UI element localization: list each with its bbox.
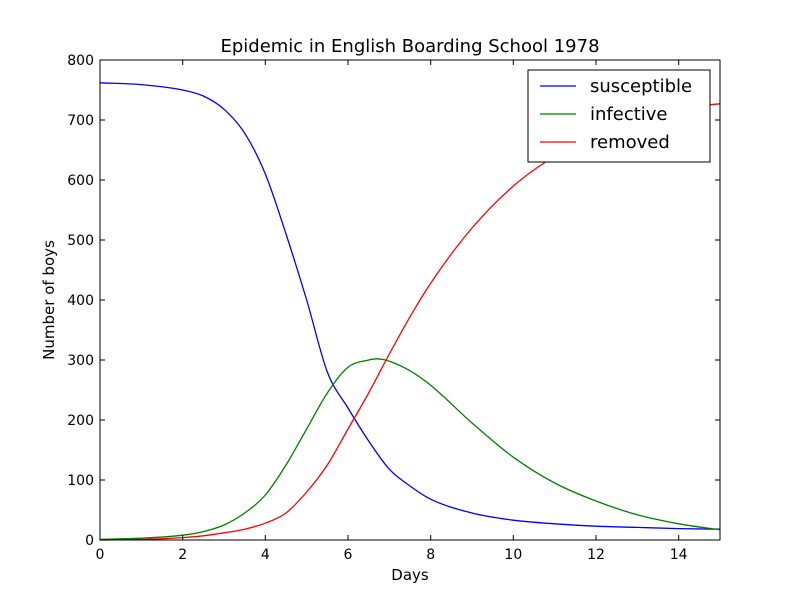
legend-label-infective: infective [590, 104, 668, 125]
y-tick-label: 600 [67, 173, 94, 189]
series-line-susceptible [99, 82, 721, 530]
x-tick-label: 6 [344, 547, 353, 563]
y-tick-label: 500 [67, 233, 94, 249]
y-tick-label: 200 [67, 413, 94, 429]
legend-label-susceptible: susceptible [590, 76, 692, 97]
x-tick-label: 2 [178, 547, 187, 563]
x-tick-label: 0 [96, 547, 105, 563]
y-tick-label: 0 [85, 533, 94, 549]
axis-ticks: 0 2 4 6 8 10 12 14 0 100 200 300 400 500 600 700 800 [67, 53, 720, 563]
y-tick-label: 100 [67, 473, 94, 489]
y-tick-label: 700 [67, 113, 94, 129]
x-tick-label: 10 [504, 547, 522, 563]
x-tick-label: 14 [670, 547, 688, 563]
chart-title: Epidemic in English Boarding School 1978 [220, 36, 599, 57]
y-tick-label: 800 [67, 53, 94, 69]
series-line-removed [99, 103, 721, 541]
x-tick-label: 4 [261, 547, 270, 563]
y-tick-label: 300 [67, 353, 94, 369]
y-tick-label: 400 [67, 293, 94, 309]
legend-box [527, 69, 711, 163]
x-tick-label: 8 [426, 547, 435, 563]
x-axis-label: Days [391, 566, 429, 584]
legend: susceptible infective removed [527, 69, 711, 163]
x-tick-label: 12 [587, 547, 605, 563]
legend-label-removed: removed [590, 132, 670, 153]
y-axis-label: Number of boys [40, 240, 58, 360]
series-line-infective [99, 358, 721, 541]
